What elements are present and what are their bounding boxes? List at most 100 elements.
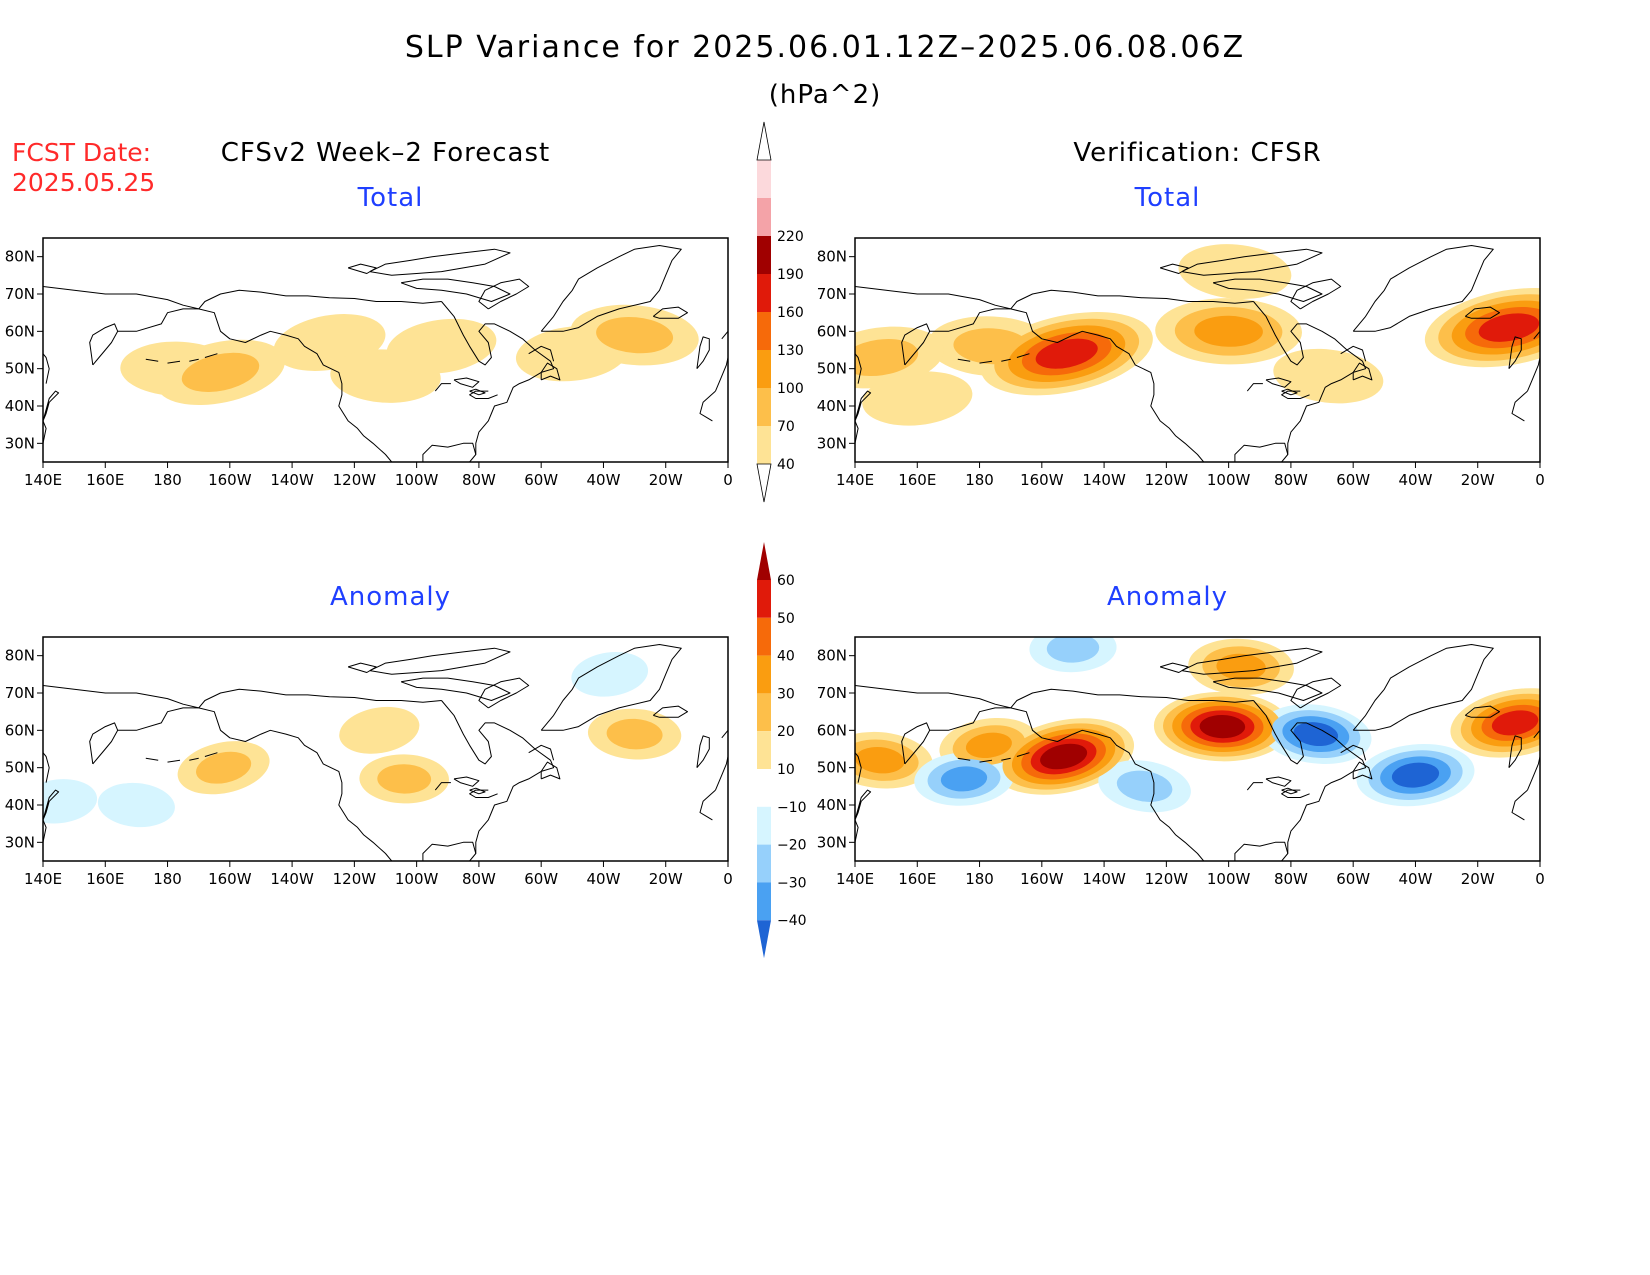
- coastline: [469, 787, 486, 795]
- field-contour: [1293, 722, 1339, 747]
- coastline: [1234, 841, 1289, 861]
- total-colorbar: 40 70 100 130 160 190 220: [756, 121, 804, 503]
- lat-tick-label: 80N: [817, 647, 847, 665]
- coastline: [1290, 677, 1342, 709]
- fcst-anomaly-subtitle: Anomaly: [329, 582, 452, 612]
- lon-tick-label: 140W: [270, 471, 314, 489]
- coastline: [652, 705, 688, 718]
- field-contour: [1040, 743, 1088, 770]
- lat-tick-label: 50N: [817, 759, 847, 777]
- coastline: [400, 677, 511, 701]
- lat-tick-label: 30N: [5, 434, 35, 452]
- coastline: [1265, 377, 1292, 388]
- lon-tick-label: 100W: [1207, 870, 1251, 888]
- coastline: [979, 759, 993, 763]
- fcst-anomaly-field: [43, 651, 682, 828]
- lat-tick-label: 40N: [817, 796, 847, 814]
- coastline: [855, 420, 859, 444]
- coastline: [441, 301, 555, 462]
- coastline: [43, 420, 47, 444]
- coastline: [528, 345, 555, 362]
- coastline: [721, 330, 728, 340]
- coastline: [434, 782, 451, 791]
- lat-tick-label: 60N: [5, 721, 35, 739]
- coastline: [957, 358, 971, 362]
- lon-tick-label: 0: [1535, 471, 1545, 489]
- coastline: [1016, 752, 1030, 757]
- lon-tick-label: 20W: [649, 870, 683, 888]
- anomaly-colorbar-label: −40: [777, 913, 807, 929]
- verif-anomaly-field: [855, 637, 1540, 813]
- coastline: [347, 263, 377, 274]
- forecast-column-title: CFSv2 Week–2 Forecast: [220, 138, 551, 168]
- anomaly-colorbar-label: 20: [777, 724, 795, 740]
- coastline: [198, 688, 442, 709]
- coastline: [699, 390, 716, 422]
- coastline: [478, 677, 530, 709]
- lon-tick-label: 40W: [586, 471, 620, 489]
- lon-tick-label: 180: [965, 870, 994, 888]
- coastline: [198, 289, 442, 310]
- lon-tick-label: 160W: [208, 870, 252, 888]
- lon-tick-label: 80W: [462, 471, 496, 489]
- total-colorbar-swatch: [757, 198, 771, 236]
- anomaly-colorbar-label: −20: [777, 838, 807, 854]
- lon-tick-label: 20W: [649, 471, 683, 489]
- coastline: [1508, 735, 1522, 769]
- coastline: [855, 353, 862, 384]
- verif-total-coastlines: [855, 245, 1540, 462]
- coastline: [1234, 442, 1289, 462]
- lon-tick-label: 140E: [24, 870, 62, 888]
- anomaly-colorbar-label: −30: [777, 875, 807, 891]
- lon-tick-label: 0: [723, 870, 733, 888]
- anomaly-colorbar-label: 50: [777, 611, 795, 627]
- coastline: [1212, 677, 1323, 701]
- coastline: [189, 358, 199, 362]
- coastline: [1511, 390, 1528, 422]
- lon-tick-label: 20W: [1461, 870, 1495, 888]
- lon-tick-label: 0: [1535, 870, 1545, 888]
- coastline: [1464, 705, 1500, 718]
- coastline: [1246, 383, 1263, 392]
- lon-tick-label: 180: [965, 471, 994, 489]
- field-contour: [940, 766, 988, 792]
- coastline: [1001, 757, 1011, 761]
- fcst-anomaly-coastlines: [43, 644, 728, 861]
- coastline: [540, 362, 561, 381]
- lon-tick-label: 140W: [1082, 870, 1126, 888]
- coastline: [89, 323, 119, 366]
- field-contour: [1035, 338, 1098, 369]
- coastline: [145, 757, 159, 761]
- lon-tick-label: 60W: [1336, 471, 1370, 489]
- coastline: [855, 752, 862, 783]
- coastline: [540, 245, 682, 332]
- total-colorbar-label: 220: [777, 229, 804, 245]
- coastline: [540, 761, 561, 780]
- coastline: [1001, 358, 1011, 362]
- anomaly-colorbar-label: 60: [777, 573, 795, 589]
- coastline: [1508, 336, 1522, 370]
- anomaly-colorbar-lower-arrow: [757, 920, 771, 959]
- coastline: [1340, 744, 1367, 761]
- coastline: [540, 644, 682, 731]
- lat-tick-label: 80N: [817, 248, 847, 266]
- lat-tick-label: 50N: [5, 759, 35, 777]
- lon-tick-label: 100W: [395, 471, 439, 489]
- coastline: [979, 360, 993, 364]
- coastline: [1010, 688, 1254, 709]
- coastline: [1181, 248, 1323, 276]
- field-contour: [339, 706, 420, 754]
- lon-tick-label: 140W: [270, 870, 314, 888]
- lon-tick-label: 0: [723, 471, 733, 489]
- total-colorbar-swatch: [757, 426, 771, 464]
- total-colorbar-upper-arrow: [756, 121, 772, 161]
- anomaly-colorbar-label: −10: [777, 800, 807, 816]
- coastline: [1253, 301, 1367, 462]
- total-colorbar-swatch: [757, 160, 771, 198]
- total-colorbar-label: 100: [777, 381, 804, 397]
- fcst-anomaly-map: 140E 160E 180 160W 140W 120W 100W 80W 60W 40W 20W 0…: [5, 636, 733, 888]
- coastline: [1352, 362, 1373, 381]
- coastline: [929, 308, 1011, 332]
- coastline: [469, 388, 486, 396]
